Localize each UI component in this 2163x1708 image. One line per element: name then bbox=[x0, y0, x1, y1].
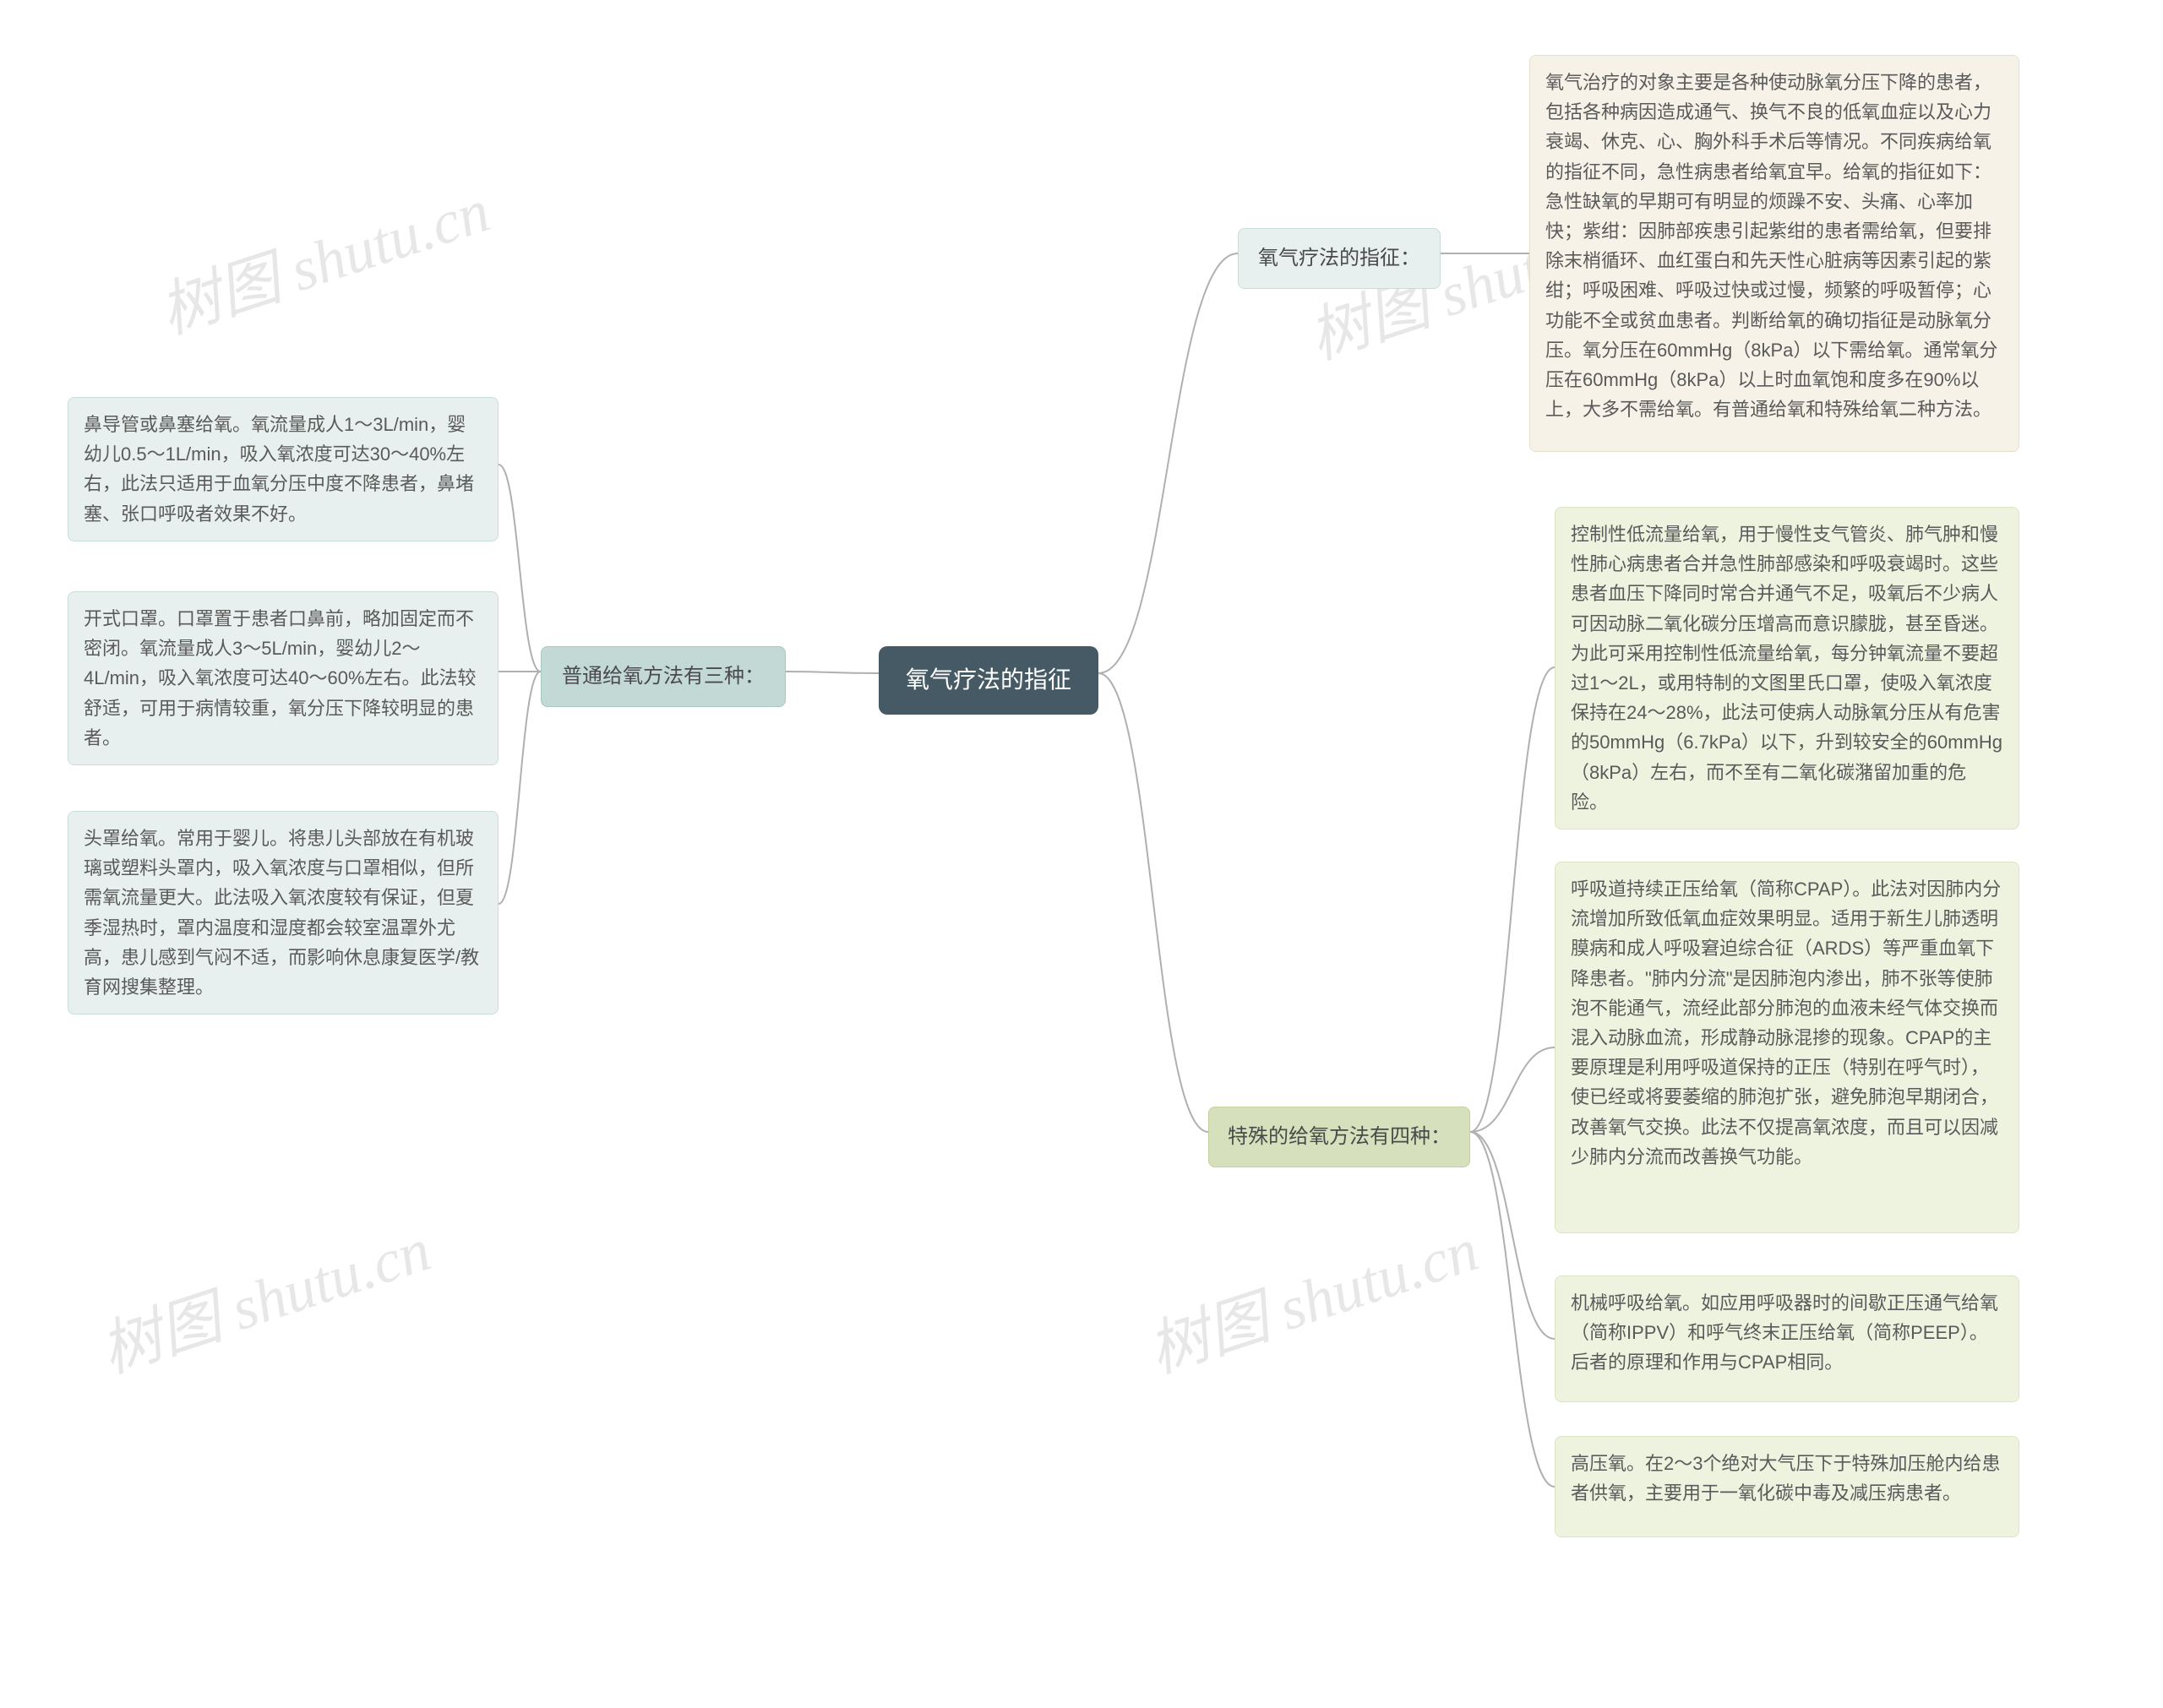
center-node: 氧气疗法的指征 bbox=[879, 646, 1098, 715]
branch-node: 氧气疗法的指征： bbox=[1238, 228, 1441, 289]
watermark: 树图 shutu.cn bbox=[88, 1199, 440, 1390]
leaf-node: 机械呼吸给氧。如应用呼吸器时的间歇正压通气给氧（简称IPPV）和呼气终末正压给氧… bbox=[1555, 1276, 2019, 1402]
watermark: 树图 shutu.cn bbox=[147, 160, 499, 351]
watermark: 树图 shutu.cn bbox=[1136, 1199, 1488, 1390]
leaf-node: 高压氧。在2～3个绝对大气压下于特殊加压舱内给患者供氧，主要用于一氧化碳中毒及减… bbox=[1555, 1436, 2019, 1537]
leaf-node: 控制性低流量给氧，用于慢性支气管炎、肺气肿和慢性肺心病患者合并急性肺部感染和呼吸… bbox=[1555, 507, 2019, 830]
branch-node: 普通给氧方法有三种： bbox=[541, 646, 786, 707]
leaf-node: 头罩给氧。常用于婴儿。将患儿头部放在有机玻璃或塑料头罩内，吸入氧浓度与口罩相似，… bbox=[68, 811, 499, 1014]
leaf-node: 呼吸道持续正压给氧（简称CPAP）。此法对因肺内分流增加所致低氧血症效果明显。适… bbox=[1555, 862, 2019, 1233]
leaf-node: 氧气治疗的对象主要是各种使动脉氧分压下降的患者，包括各种病因造成通气、换气不良的… bbox=[1529, 55, 2019, 452]
branch-node: 特殊的给氧方法有四种： bbox=[1208, 1107, 1470, 1167]
leaf-node: 鼻导管或鼻塞给氧。氧流量成人1～3L/min，婴幼儿0.5～1L/min，吸入氧… bbox=[68, 397, 499, 541]
leaf-node: 开式口罩。口罩置于患者口鼻前，略加固定而不密闭。氧流量成人3～5L/min，婴幼… bbox=[68, 591, 499, 765]
